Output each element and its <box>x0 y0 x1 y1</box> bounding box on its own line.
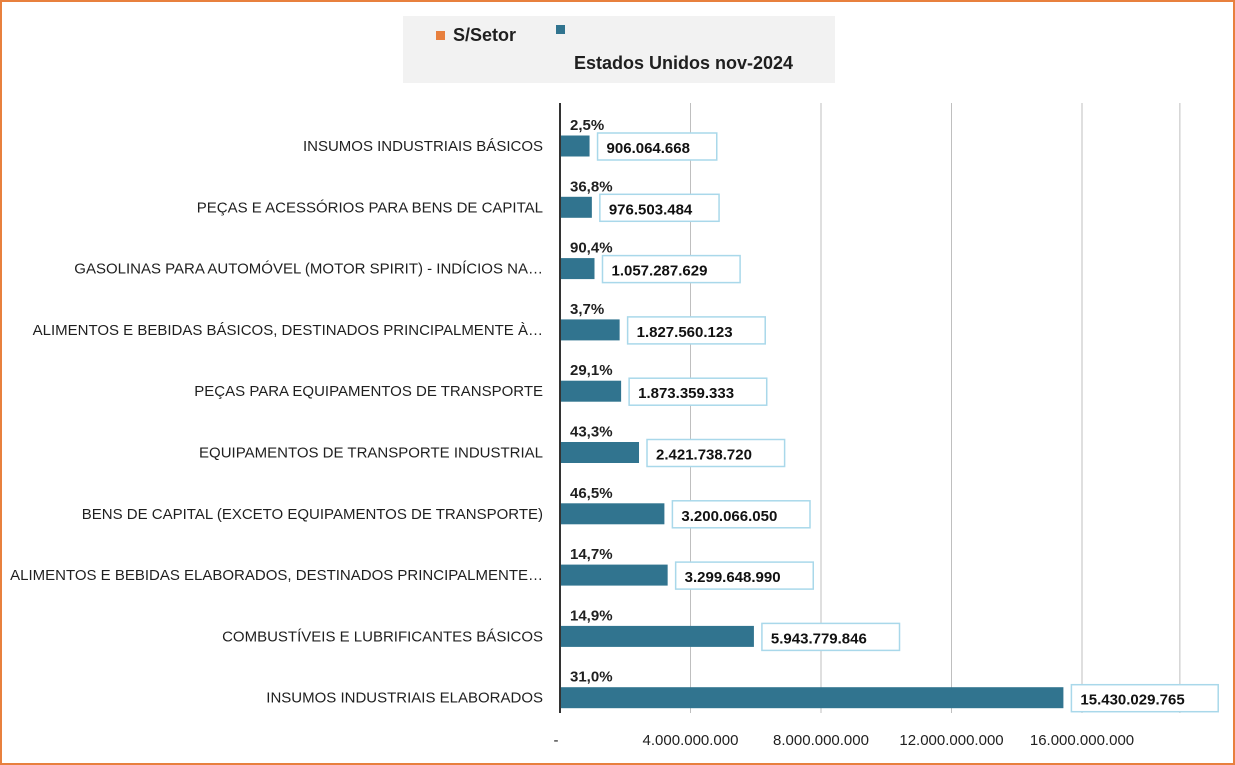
category-label: INSUMOS INDUSTRIAIS ELABORADOS <box>266 690 543 707</box>
value-label: 1.873.359.333 <box>638 385 734 402</box>
category-label: INSUMOS INDUSTRIAIS BÁSICOS <box>303 138 543 155</box>
bar <box>560 258 595 280</box>
value-label-box <box>599 193 720 223</box>
category-label: PEÇAS E ACESSÓRIOS PARA BENS DE CAPITAL <box>197 199 543 216</box>
value-label: 2.421.738.720 <box>656 447 752 464</box>
x-tick-label: 4.000.000.000 <box>643 732 739 749</box>
share-label: 46,5% <box>570 485 613 502</box>
bar <box>560 380 622 402</box>
value-label-box <box>646 438 786 468</box>
value-label-box <box>601 254 741 284</box>
value-label: 976.503.484 <box>609 201 693 218</box>
value-label: 3.200.066.050 <box>681 508 777 525</box>
value-label-box <box>1070 683 1219 713</box>
x-tick-label: 16.000.000.000 <box>1030 732 1134 749</box>
bar <box>560 135 590 157</box>
share-label: 90,4% <box>570 240 613 257</box>
bar <box>560 442 640 463</box>
value-label-box <box>761 622 901 652</box>
share-label: 14,7% <box>570 546 613 563</box>
category-label: BENS DE CAPITAL (EXCETO EQUIPAMENTOS DE … <box>82 506 543 523</box>
bar <box>560 564 668 586</box>
category-label: PEÇAS PARA EQUIPAMENTOS DE TRANSPORTE <box>194 383 543 400</box>
category-label: COMBUSTÍVEIS E LUBRIFICANTES BÁSICOS <box>222 628 543 645</box>
value-label: 5.943.779.846 <box>771 630 867 647</box>
value-label-box <box>628 377 768 406</box>
x-tick-label: 12.000.000.000 <box>899 732 1003 749</box>
x-tick-label: - <box>554 732 559 749</box>
legend <box>403 16 835 83</box>
legend-item-series <box>556 25 565 34</box>
value-label-box <box>671 500 811 529</box>
legend-subtitle: Estados Unidos nov-2024 <box>574 53 794 73</box>
bar <box>560 196 592 218</box>
value-label: 15.430.029.765 <box>1080 692 1184 709</box>
x-tick-label: 8.000.000.000 <box>773 732 869 749</box>
share-label: 31,0% <box>570 669 613 686</box>
legend-item-s-setor: S/Setor <box>436 25 516 46</box>
bar <box>560 503 665 525</box>
share-label: 29,1% <box>570 362 613 379</box>
category-label: ALIMENTOS E BEBIDAS BÁSICOS, DESTINADOS … <box>33 322 543 339</box>
legend-swatch-series <box>556 25 565 34</box>
category-label: GASOLINAS PARA AUTOMÓVEL (MOTOR SPIRIT) … <box>74 261 543 278</box>
legend-swatch-s-setor <box>436 31 445 40</box>
legend-label-s-setor: S/Setor <box>453 25 517 45</box>
bar <box>560 319 620 341</box>
value-label-box <box>674 561 815 590</box>
bar <box>560 687 1064 709</box>
share-label: 3,7% <box>570 301 604 318</box>
value-label: 3.299.648.990 <box>685 569 781 586</box>
bar <box>560 625 754 647</box>
value-label: 906.064.668 <box>607 140 690 157</box>
share-label: 14,9% <box>570 607 613 624</box>
value-label-box <box>626 316 766 345</box>
value-label: 1.057.287.629 <box>611 263 707 280</box>
category-label: EQUIPAMENTOS DE TRANSPORTE INDUSTRIAL <box>199 445 543 462</box>
category-label: ALIMENTOS E BEBIDAS ELABORADOS, DESTINAD… <box>10 567 543 584</box>
share-label: 36,8% <box>570 178 613 195</box>
share-label: 43,3% <box>570 424 613 441</box>
value-label: 1.827.560.123 <box>637 324 733 341</box>
share-label: 2,5% <box>570 117 604 134</box>
value-label-box <box>596 132 718 161</box>
